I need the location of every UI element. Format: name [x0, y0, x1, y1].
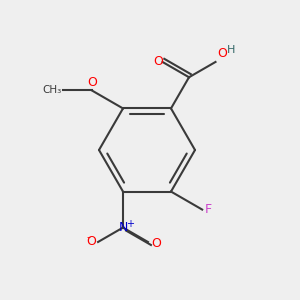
Text: O: O — [217, 47, 227, 61]
Text: -: - — [87, 232, 91, 242]
Text: O: O — [153, 56, 163, 68]
Text: H: H — [227, 45, 235, 56]
Text: O: O — [151, 237, 161, 250]
Text: +: + — [126, 219, 134, 229]
Text: F: F — [205, 203, 212, 216]
Text: N: N — [118, 221, 128, 234]
Text: O: O — [87, 236, 97, 248]
Text: O: O — [87, 76, 97, 89]
Text: CH₃: CH₃ — [42, 85, 62, 95]
